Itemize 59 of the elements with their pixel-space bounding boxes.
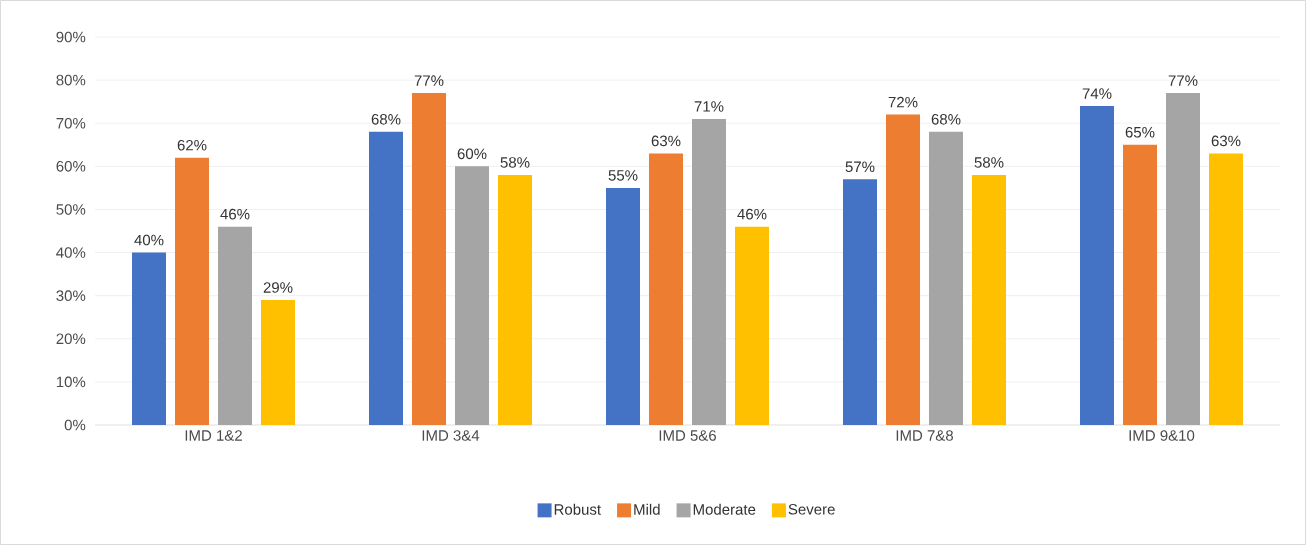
bar <box>606 187 640 425</box>
bar <box>369 131 403 425</box>
bar <box>1166 93 1200 425</box>
data-label: 29% <box>263 282 293 293</box>
legend-label: Moderate <box>693 503 756 515</box>
legend-label: Robust <box>554 503 601 515</box>
x-tick-label: IMD 1&2 <box>185 430 242 441</box>
x-tick-label: IMD 5&6 <box>659 430 716 441</box>
x-tick-label: IMD 3&4 <box>422 430 480 441</box>
data-label: 60% <box>457 148 487 160</box>
bar <box>735 226 769 425</box>
y-tick-label: 70% <box>56 117 86 129</box>
data-label: 55% <box>608 170 638 181</box>
bar <box>972 174 1006 425</box>
data-label: 71% <box>694 101 724 112</box>
data-label: 46% <box>220 208 250 220</box>
data-label: 58% <box>500 157 530 168</box>
bar <box>1209 153 1243 425</box>
bar <box>261 299 295 425</box>
data-label: 77% <box>414 75 444 86</box>
y-tick-label: 50% <box>56 204 86 215</box>
y-tick-label: 30% <box>56 290 86 301</box>
x-tick-label: IMD 9&10 <box>1129 430 1195 441</box>
y-tick-label: 80% <box>56 74 86 86</box>
data-label: 65% <box>1125 126 1155 138</box>
legend-label: Severe <box>788 504 835 515</box>
bar <box>455 166 489 425</box>
y-tick-label: 60% <box>56 161 86 172</box>
data-label: 68% <box>371 114 401 125</box>
bar <box>1123 144 1157 425</box>
data-label: 74% <box>1082 88 1112 99</box>
data-label: 57% <box>845 161 875 173</box>
data-label: 68% <box>931 114 961 125</box>
y-tick-label: 0% <box>64 419 86 431</box>
bar <box>412 93 446 425</box>
bar <box>843 179 877 425</box>
bar <box>218 226 252 425</box>
data-label: 62% <box>177 139 207 151</box>
data-label: 72% <box>888 96 918 108</box>
y-tick-label: 10% <box>56 376 86 388</box>
y-tick-label: 40% <box>56 247 86 258</box>
x-tick-label: IMD 7&8 <box>896 430 953 441</box>
y-tick-label: 90% <box>56 31 86 43</box>
bar <box>498 174 532 425</box>
data-label: 63% <box>651 135 681 147</box>
bar <box>929 131 963 425</box>
bar <box>1080 105 1114 425</box>
y-tick-label: 20% <box>56 333 86 345</box>
data-label: 46% <box>737 208 767 220</box>
bar <box>132 252 166 425</box>
data-label: 77% <box>1168 75 1198 86</box>
data-label: 58% <box>974 157 1004 168</box>
bar <box>886 114 920 425</box>
data-label: 63% <box>1211 135 1241 147</box>
legend-label: Mild <box>634 503 660 515</box>
bar <box>692 118 726 425</box>
bar <box>649 153 683 425</box>
data-label: 40% <box>134 234 164 246</box>
bar <box>175 157 209 425</box>
